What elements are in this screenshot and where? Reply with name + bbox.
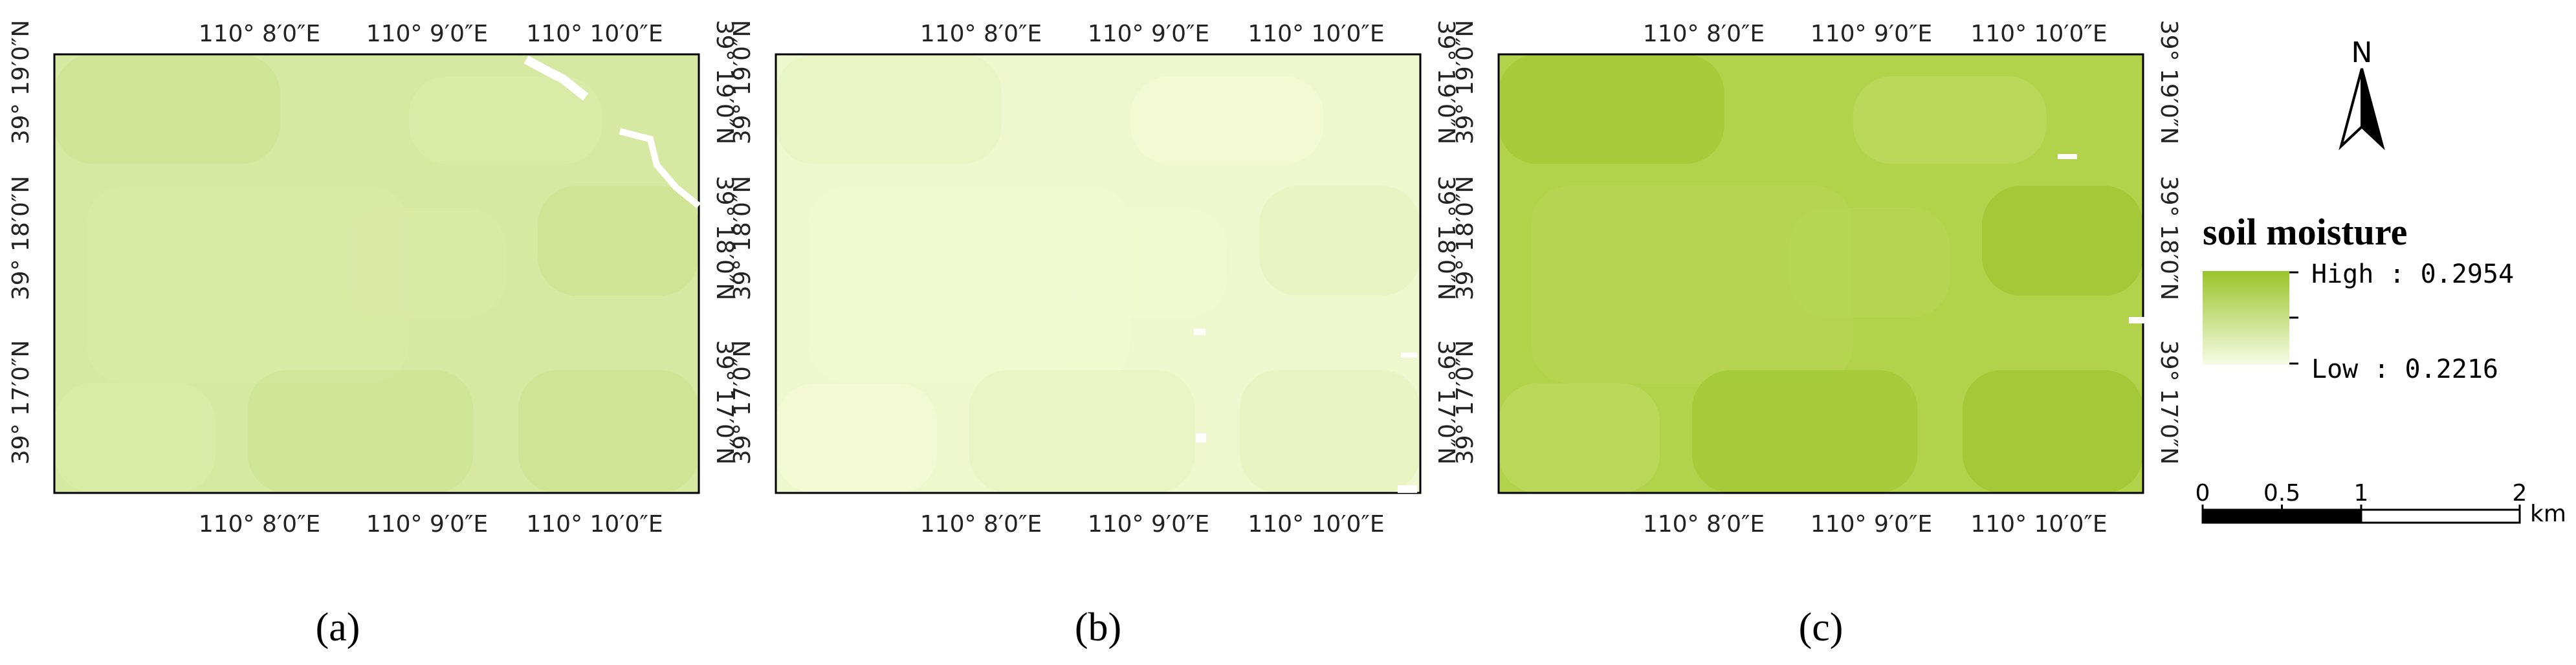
scale-bar-label: 1	[2354, 480, 2369, 507]
latitude-label: 39° 17′0″N	[2155, 340, 2182, 465]
map-panel	[1497, 53, 2144, 494]
longitude-label: 110° 10′0″E	[1248, 511, 1384, 538]
longitude-label: 110° 9′0″E	[1811, 21, 1932, 47]
north-label: N	[2351, 36, 2373, 69]
longitude-label: 110° 8′0″E	[920, 511, 1042, 538]
map-region	[1259, 186, 1420, 296]
map-region	[1530, 186, 1853, 384]
longitude-label: 110° 8′0″E	[1643, 21, 1765, 47]
legend-title: soil moisture	[2203, 211, 2407, 253]
legend-high: High : 0.2954	[2311, 259, 2514, 289]
longitude-label: 110° 10′0″E	[1248, 21, 1384, 47]
latitude-label: 39° 17′0″N	[8, 340, 34, 465]
no-data	[2129, 317, 2145, 323]
latitude-label: 39° 17′0″N	[711, 340, 738, 465]
scale-bar: 0 0.5 1 2km	[2196, 480, 2566, 527]
no-data	[1398, 485, 1417, 493]
map-region	[1130, 76, 1324, 164]
map-frame	[775, 53, 1422, 494]
latitude-label: 39° 19′0″N	[1433, 20, 1459, 145]
scale-bar-unit: km	[2530, 501, 2566, 527]
no-data	[2058, 154, 2077, 159]
latitude-label: 39° 18′0″N	[1433, 176, 1459, 301]
map-region	[518, 370, 699, 493]
longitude-label: 110° 9′0″E	[1811, 511, 1932, 538]
map-region	[408, 76, 602, 164]
map-region	[86, 186, 409, 384]
map-region	[54, 54, 280, 164]
latitude-label: 39° 18′0″N	[729, 176, 756, 301]
scale-bar-segment	[2281, 508, 2362, 524]
map-region	[808, 186, 1130, 384]
legend-gradient	[2203, 271, 2289, 365]
no-data	[1196, 433, 1206, 442]
map-region	[969, 370, 1195, 493]
latitude-label: 39° 18′0″N	[8, 176, 34, 301]
map-region	[54, 383, 215, 493]
map-frame	[1497, 53, 2144, 494]
longitude-label: 110° 9′0″E	[1088, 511, 1209, 538]
legend-low: Low : 0.2216	[2311, 354, 2498, 384]
longitude-label: 110° 9′0″E	[1088, 21, 1209, 47]
map-region	[776, 383, 937, 493]
no-data	[1401, 353, 1417, 358]
panel-caption: (b)	[1075, 605, 1121, 649]
latitude-label: 39° 19′0″N	[2155, 20, 2182, 145]
map-region	[1499, 383, 1660, 493]
longitude-label: 110° 10′0″E	[1970, 21, 2107, 47]
map-region	[1691, 370, 1918, 493]
map-region	[1789, 208, 1950, 318]
longitude-label: 110° 8′0″E	[1643, 511, 1765, 538]
map-region	[1240, 370, 1420, 493]
latitude-label: 39° 19′0″N	[711, 20, 738, 145]
scale-bar-label: 2	[2513, 480, 2527, 507]
scale-bar-label: 0.5	[2263, 480, 2300, 507]
map-panel	[775, 53, 1422, 494]
longitude-label: 110° 10′0″E	[526, 511, 663, 538]
map-region	[1963, 370, 2143, 493]
latitude-label: 39° 19′0″N	[729, 20, 756, 145]
latitude-label: 39° 17′0″N	[1452, 340, 1479, 465]
scale-bar-segment	[2201, 508, 2283, 524]
longitude-label: 110° 9′0″E	[366, 511, 488, 538]
map-region	[776, 54, 1002, 164]
latitude-label: 39° 19′0″N	[8, 20, 34, 145]
latitude-label: 39° 18′0″N	[711, 176, 738, 301]
latitude-label: 39° 18′0″N	[1452, 176, 1479, 301]
latitude-label: 39° 17′0″N	[729, 340, 756, 465]
map-region	[538, 186, 699, 296]
longitude-label: 110° 9′0″E	[366, 21, 488, 47]
panel-caption: (c)	[1799, 605, 1844, 649]
north-arrow	[2339, 68, 2385, 151]
latitude-label: 39° 17′0″N	[1433, 340, 1459, 465]
latitude-label: 39° 19′0″N	[1452, 20, 1479, 145]
no-data	[1194, 329, 1205, 335]
map-panel	[53, 53, 700, 494]
longitude-label: 110° 10′0″E	[1970, 511, 2107, 538]
scale-bar-label: 0	[2196, 480, 2210, 507]
map-region	[1853, 76, 2047, 164]
panel-caption: (a)	[316, 605, 360, 649]
river	[523, 55, 589, 101]
map-region	[1499, 54, 1724, 164]
longitude-label: 110° 8′0″E	[199, 511, 320, 538]
map-frame	[53, 53, 700, 494]
river	[619, 128, 701, 208]
scale-bar-segment	[2360, 508, 2521, 524]
longitude-label: 110° 8′0″E	[920, 21, 1042, 47]
map-region	[344, 208, 506, 318]
longitude-label: 110° 10′0″E	[526, 21, 663, 47]
latitude-label: 39° 18′0″N	[2155, 176, 2182, 301]
map-region	[247, 370, 474, 493]
map-region	[1982, 186, 2143, 296]
map-region	[1066, 208, 1227, 318]
longitude-label: 110° 8′0″E	[199, 21, 320, 47]
